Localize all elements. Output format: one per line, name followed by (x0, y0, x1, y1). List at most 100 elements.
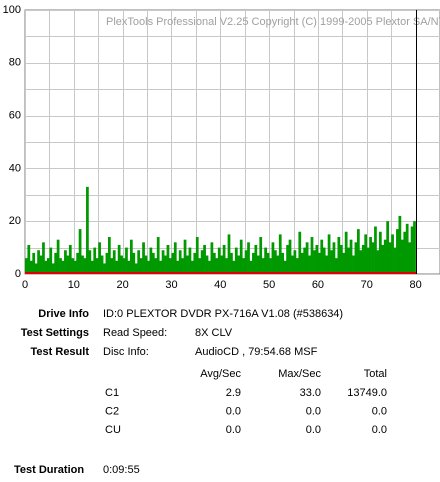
bar (134, 263, 138, 274)
value: ID:0 PLEXTOR DVDR PX-716A V1.08 (#538634… (103, 308, 343, 320)
bar (352, 255, 355, 274)
row-label: C1 (105, 387, 119, 399)
bar (159, 260, 163, 274)
bar (151, 252, 155, 274)
bar (344, 231, 348, 274)
cell: 0.0 (306, 405, 321, 417)
bar (269, 258, 272, 274)
bar (66, 255, 70, 274)
bar (98, 242, 101, 274)
bar (259, 237, 263, 274)
bar (327, 234, 331, 274)
bar (215, 258, 219, 274)
bar (339, 244, 343, 274)
bar (354, 242, 358, 274)
bar (342, 252, 346, 274)
bar (256, 255, 260, 274)
bar (144, 255, 148, 274)
watermark: PlexTools Professional V2.25 Copyright (… (106, 16, 440, 28)
bar (308, 255, 311, 274)
y-tick-label: 80 (9, 57, 21, 69)
x-tick-label: 0 (22, 279, 28, 291)
bar (266, 252, 270, 274)
bar (147, 260, 150, 274)
bar (347, 247, 350, 274)
bar (83, 258, 87, 274)
cell: 2.9 (226, 387, 241, 399)
key: Read Speed: (103, 327, 167, 339)
bar (271, 242, 275, 274)
bar (200, 250, 204, 274)
bar (393, 247, 397, 274)
cell: 0.0 (306, 424, 321, 436)
bar (139, 258, 143, 274)
bar (176, 260, 180, 274)
bar (391, 234, 394, 274)
bar (29, 260, 33, 274)
bar (186, 255, 189, 274)
bar (349, 239, 353, 274)
bar (320, 239, 324, 274)
bar (386, 221, 390, 274)
bar (88, 250, 92, 274)
bar (413, 221, 416, 274)
bar (234, 247, 238, 274)
bar (205, 255, 209, 274)
column-header: Total (364, 368, 387, 380)
bar (247, 242, 250, 274)
bar (183, 239, 187, 274)
bar (76, 252, 80, 274)
bar (39, 255, 43, 274)
bar (378, 231, 382, 274)
bar (178, 250, 182, 274)
bar (25, 258, 28, 274)
column-header: Max/Sec (278, 368, 321, 380)
bar (129, 239, 133, 274)
bar (303, 247, 307, 274)
bar (288, 239, 292, 274)
bar (154, 258, 158, 274)
row-label: C2 (105, 405, 119, 417)
x-tick-label: 50 (263, 279, 275, 291)
bar (59, 258, 62, 274)
bar (225, 258, 228, 274)
bar (369, 237, 372, 274)
bar (112, 250, 116, 274)
x-tick-label: 80 (409, 279, 421, 291)
bar (42, 242, 45, 274)
y-tick-label: 0 (15, 268, 21, 280)
bar (408, 242, 412, 274)
bar (188, 247, 192, 274)
bar (44, 260, 48, 274)
bar (156, 237, 160, 274)
bar (357, 229, 360, 274)
x-tick-label: 10 (68, 279, 80, 291)
bar (366, 247, 370, 274)
bar (120, 255, 123, 274)
bar (310, 237, 314, 274)
bar (264, 247, 267, 274)
bar (103, 263, 106, 274)
y-tick-label: 60 (9, 110, 21, 122)
bar (388, 242, 392, 274)
bar (78, 229, 82, 274)
bar (149, 247, 153, 274)
bar (56, 239, 60, 274)
bar (252, 252, 255, 274)
bar (122, 258, 126, 274)
label: Test Settings (21, 327, 89, 339)
cell: 0.0 (372, 405, 387, 417)
bar (220, 255, 224, 274)
label: Test Duration (14, 464, 84, 476)
bar (249, 260, 253, 274)
x-tick-label: 30 (165, 279, 177, 291)
bar (330, 250, 333, 274)
bar (254, 244, 258, 274)
bar (117, 244, 121, 274)
bar (237, 255, 241, 274)
bar (400, 239, 404, 274)
bar (337, 237, 341, 274)
bar (51, 263, 55, 274)
bar (169, 258, 172, 274)
bar (295, 258, 299, 274)
